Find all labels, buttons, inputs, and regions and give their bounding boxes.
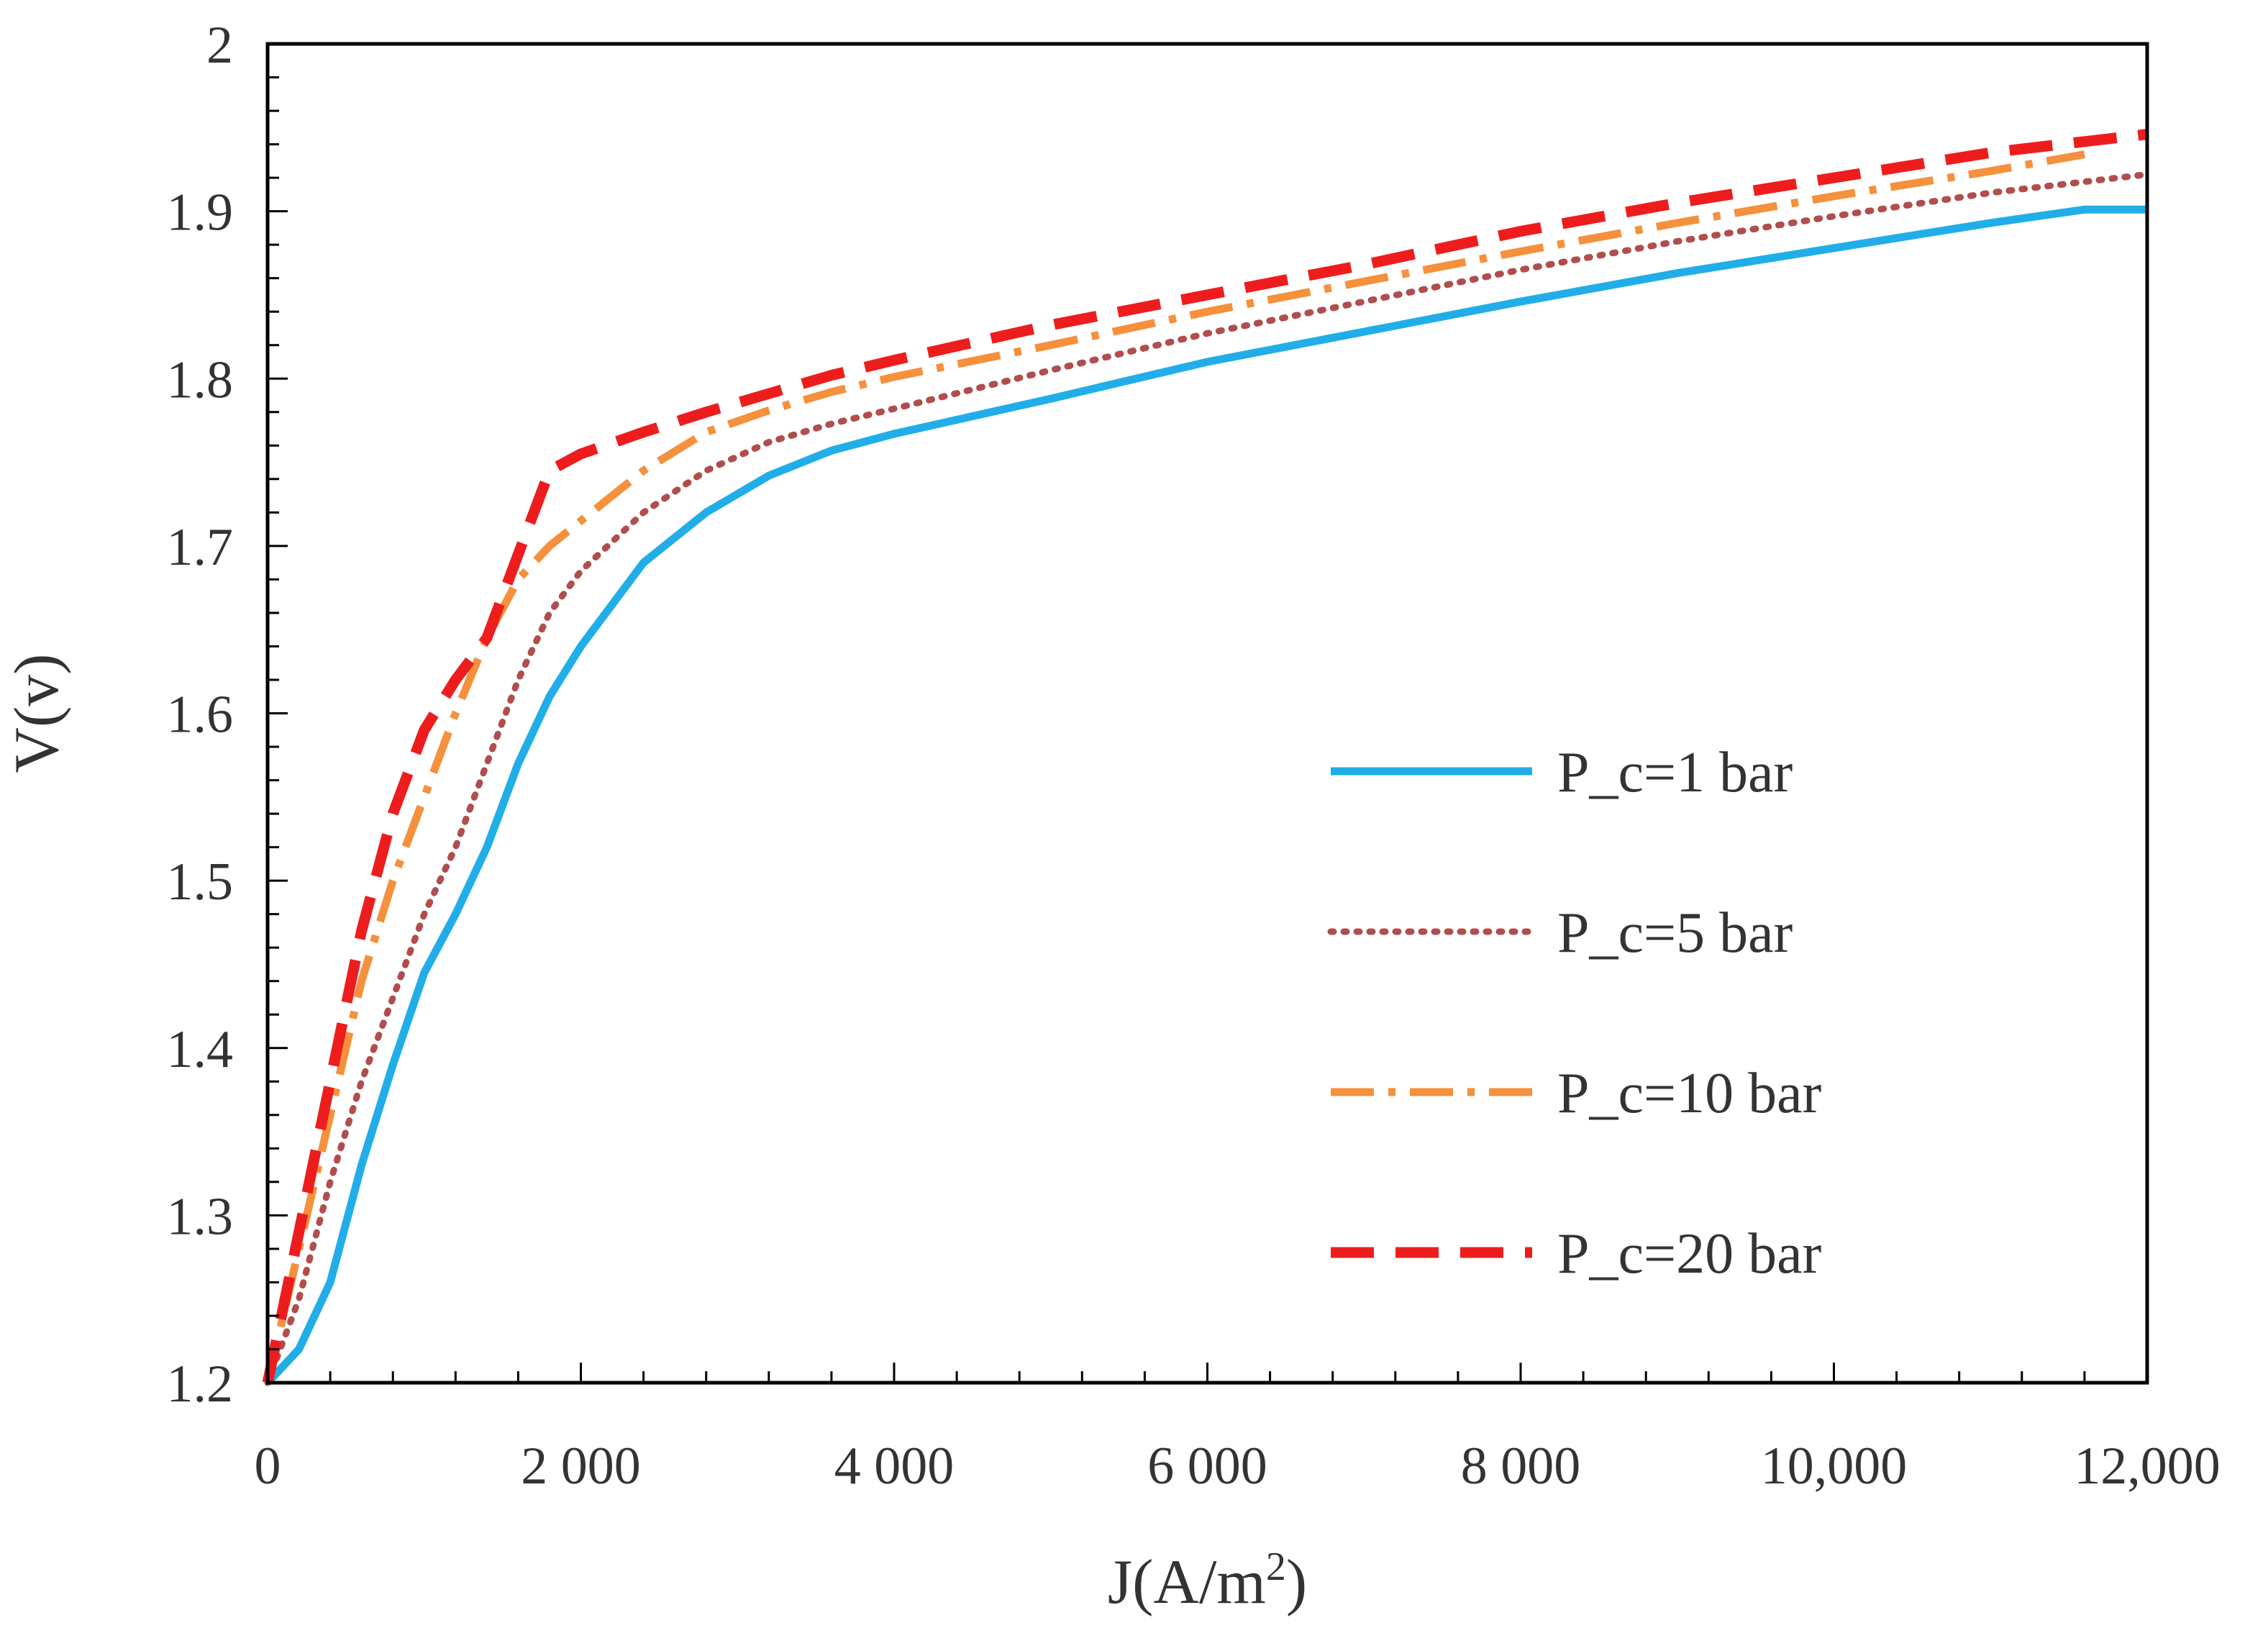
y-tick-label: 1.6 [167,686,234,745]
y-tick-label: 1.2 [167,1355,234,1414]
x-tick-label: 0 [255,1437,281,1496]
y-tick-label: 2 [206,16,233,75]
x-tick-label: 8 000 [1461,1437,1581,1496]
x-axis-title-main: J(A/m [1108,1547,1266,1617]
y-axis-title: V(v) [2,653,72,773]
y-tick-label: 1.5 [167,853,234,912]
x-tick-label: 6 000 [1147,1437,1267,1496]
y-tick-label: 1.9 [167,183,234,242]
legend-label: P_c=5 bar [1557,901,1793,965]
series-line-p-c-10-bar [263,150,2085,1384]
legend: P_c=1 bar P_c=5 bar P_c=10 bar P_c=20 bar [1327,741,1821,1286]
y-tick-label: 1.7 [167,518,234,577]
series-line-p-c-5-bar [264,171,2151,1386]
x-tick-label: 10,000 [1761,1437,1908,1496]
x-axis-title-superscript: 2 [1266,1545,1286,1589]
x-axis-ticks: 0 2 000 4 000 6 000 8 000 10,000 12,000 [255,1363,2221,1496]
legend-label: P_c=20 bar [1557,1222,1821,1286]
series-line-p-c-1-bar [264,205,2147,1386]
y-tick-label: 1.8 [167,350,234,409]
y-axis-ticks: 1.2 1.3 1.4 1.5 1.6 1.7 1.8 1.9 2 [167,16,288,1414]
y-tick-label: 1.4 [167,1020,234,1079]
x-tick-label: 12,000 [2074,1437,2221,1496]
x-axis-title-close: ) [1286,1547,1307,1617]
legend-label: P_c=10 bar [1557,1062,1821,1125]
legend-label: P_c=1 bar [1557,741,1793,804]
x-tick-label: 4 000 [834,1437,955,1496]
plot-series [262,129,2151,1386]
y-tick-label: 1.3 [167,1187,234,1246]
x-tick-label: 2 000 [521,1437,641,1496]
x-axis-title: J(A/m2) [1108,1545,1307,1617]
